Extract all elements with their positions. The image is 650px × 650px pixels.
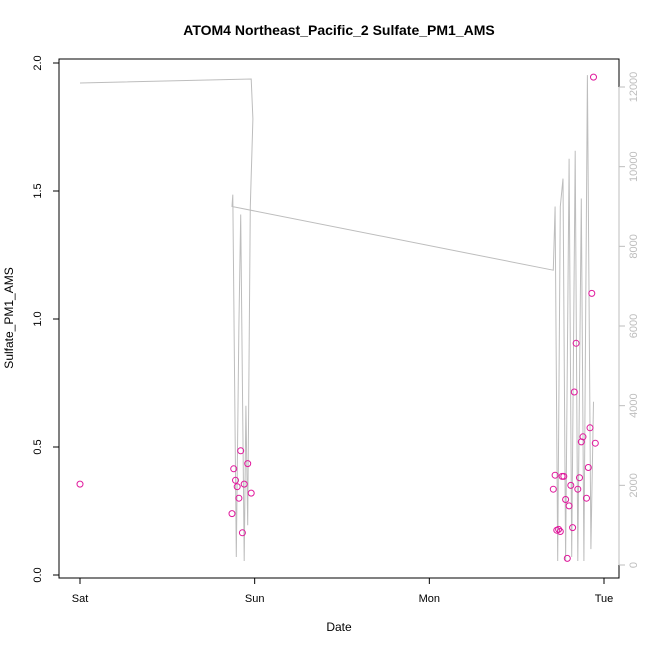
y-axis-label: Sulfate_PM1_AMS — [2, 267, 16, 368]
data-point — [583, 494, 590, 502]
data-point — [228, 510, 236, 518]
y2-axis: 0 2000 4000 6000 8000 10000 12000 — [618, 72, 640, 568]
data-point — [232, 476, 239, 484]
data-point — [560, 472, 568, 480]
y-tick-label: 1.5 — [32, 183, 44, 198]
data-point — [574, 485, 582, 493]
data-point — [235, 494, 243, 502]
y-tick-label: 0.0 — [32, 567, 44, 582]
y-tick-label: 1.0 — [32, 311, 44, 326]
data-point — [76, 480, 84, 488]
data-point — [238, 529, 246, 537]
data-point — [563, 554, 571, 562]
data-point — [591, 439, 599, 447]
y2-tick-label: 6000 — [628, 314, 640, 338]
chart-title: ATOM4 Northeast_Pacific_2 Sulfate_PM1_AM… — [183, 22, 494, 38]
data-point — [556, 528, 564, 535]
data-point — [244, 460, 252, 468]
data-point — [237, 447, 245, 455]
data-point — [562, 496, 570, 503]
data-point — [586, 424, 594, 432]
data-point — [549, 485, 557, 493]
secondary-line-layer — [79, 75, 594, 562]
points-layer — [76, 73, 599, 562]
data-point — [551, 471, 559, 479]
x-tick-label: Sun — [245, 593, 265, 605]
data-point — [569, 524, 577, 532]
plot-frame — [58, 58, 620, 579]
data-point — [576, 474, 583, 482]
secondary-series-line — [79, 75, 594, 562]
data-point — [588, 289, 596, 297]
y2-tick-label: 0 — [628, 562, 640, 568]
y2-tick-label: 4000 — [628, 393, 640, 417]
y2-tick-label: 8000 — [628, 234, 640, 258]
y-axis: 0.0 0.5 1.0 1.5 2.0 — [32, 55, 60, 583]
data-point — [240, 480, 248, 488]
data-point — [584, 464, 592, 471]
y-tick-label: 0.5 — [32, 439, 44, 454]
data-point — [579, 433, 587, 441]
y-tick-label: 2.0 — [32, 55, 44, 70]
x-axis: Sat Sun Mon Tue — [72, 577, 614, 605]
x-tick-label: Tue — [595, 593, 614, 605]
data-point — [565, 502, 573, 510]
x-tick-label: Sat — [72, 593, 89, 605]
y2-tick-label: 12000 — [628, 72, 640, 103]
data-point — [555, 525, 563, 533]
data-point — [230, 465, 238, 473]
data-point — [590, 73, 597, 81]
data-point — [247, 489, 255, 497]
data-point — [233, 483, 241, 491]
x-axis-label: Date — [326, 620, 352, 634]
data-point — [570, 388, 578, 396]
data-point — [567, 481, 575, 489]
data-point — [572, 339, 580, 347]
x-tick-label: Mon — [419, 593, 440, 605]
y2-tick-label: 10000 — [628, 151, 640, 182]
y2-tick-label: 2000 — [628, 473, 640, 497]
